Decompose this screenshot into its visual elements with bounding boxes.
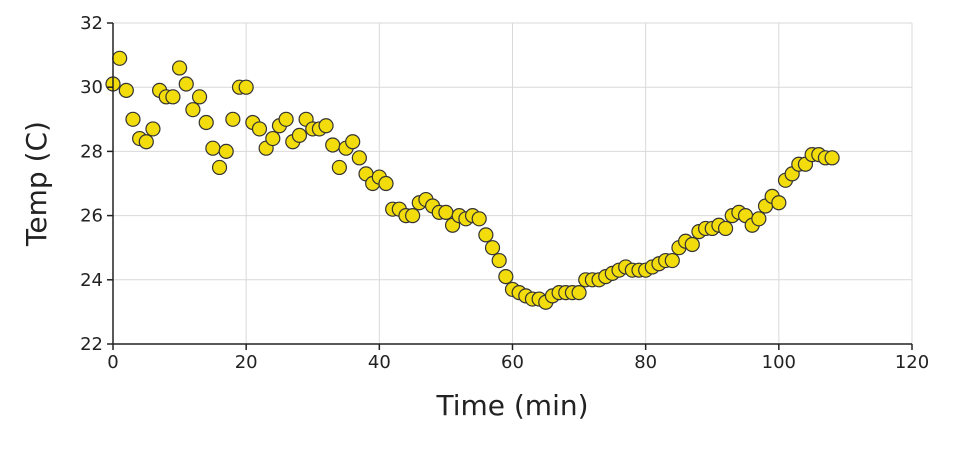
x-axis-title: Time (min) xyxy=(435,389,588,422)
data-point xyxy=(378,175,394,192)
x-tick-label: 80 xyxy=(634,352,657,373)
y-tick-label: 32 xyxy=(80,13,103,34)
data-point xyxy=(165,89,181,105)
x-tick-label: 100 xyxy=(762,352,796,373)
data-point xyxy=(218,143,234,159)
data-point xyxy=(265,130,281,147)
data-point xyxy=(205,140,221,156)
data-point xyxy=(278,111,294,127)
data-point xyxy=(118,82,134,99)
data-point xyxy=(351,150,367,166)
data-point xyxy=(178,76,194,92)
y-tick-label: 30 xyxy=(80,77,103,98)
data-point xyxy=(484,240,501,256)
y-tick-label: 26 xyxy=(80,206,103,227)
y-tick-label: 22 xyxy=(80,334,103,355)
data-point xyxy=(438,204,454,220)
data-point xyxy=(471,211,487,227)
data-point xyxy=(331,159,347,176)
data-point xyxy=(318,118,334,134)
y-tick-label: 24 xyxy=(80,270,103,291)
data-point xyxy=(751,211,767,227)
data-point xyxy=(191,89,208,105)
data-point xyxy=(771,195,787,211)
data-point xyxy=(125,111,141,127)
data-points xyxy=(105,50,840,310)
y-tick-label: 28 xyxy=(80,141,103,162)
data-point xyxy=(717,220,734,237)
data-point xyxy=(138,134,154,150)
x-tick-label: 120 xyxy=(895,352,929,373)
data-point xyxy=(571,285,587,301)
y-axis-title: Temp (C) xyxy=(20,121,53,247)
data-point xyxy=(185,102,201,118)
data-point xyxy=(824,150,840,166)
x-tick-label: 40 xyxy=(368,352,391,373)
x-tick-label: 20 xyxy=(235,352,258,373)
data-point xyxy=(251,121,268,137)
data-point xyxy=(684,236,700,253)
data-point xyxy=(498,268,514,285)
data-point xyxy=(211,159,228,176)
data-point xyxy=(325,137,341,153)
data-point xyxy=(491,252,507,269)
data-point xyxy=(405,208,421,224)
x-tick-label: 0 xyxy=(107,352,118,373)
data-point xyxy=(198,114,214,131)
data-point xyxy=(345,134,361,150)
data-point xyxy=(291,127,308,143)
data-point xyxy=(112,50,128,66)
data-point xyxy=(145,121,161,137)
axes xyxy=(107,22,913,350)
data-point xyxy=(478,227,494,243)
tick-labels: 0 20 40 60 80 100 120 22 24 26 28 30 32 xyxy=(80,13,929,373)
data-point xyxy=(664,252,680,269)
x-tick-label: 60 xyxy=(501,352,524,373)
data-point xyxy=(171,60,188,76)
data-point xyxy=(225,111,241,127)
data-point xyxy=(238,79,254,95)
